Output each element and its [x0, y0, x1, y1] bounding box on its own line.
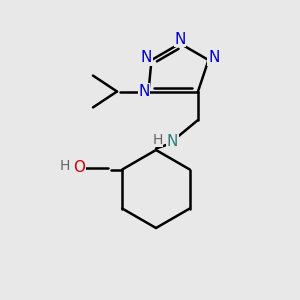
Text: N: N — [174, 32, 186, 46]
Text: O: O — [74, 160, 86, 175]
Text: H: H — [60, 160, 70, 173]
Text: N: N — [208, 50, 220, 65]
Text: N: N — [140, 50, 152, 65]
Text: H: H — [152, 133, 163, 146]
Text: N: N — [138, 84, 150, 99]
Text: N: N — [167, 134, 178, 148]
